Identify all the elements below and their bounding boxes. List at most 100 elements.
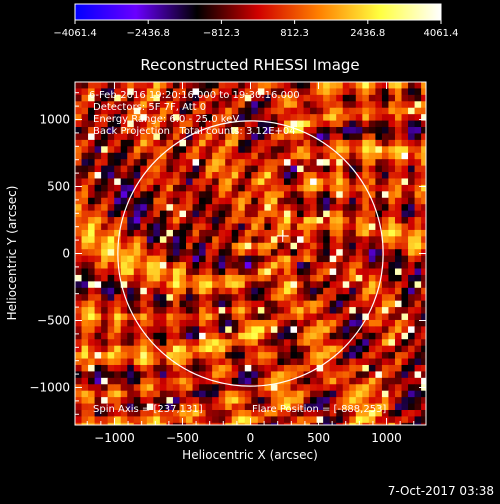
heatmap-cell: [283, 152, 291, 160]
heatmap-cell: [323, 422, 331, 425]
heatmap-cell: [310, 397, 318, 404]
heatmap-cell: [323, 152, 331, 160]
heatmap-cell: [297, 377, 304, 385]
heatmap-cell: [159, 268, 167, 276]
heatmap-cell: [283, 416, 291, 424]
heatmap-cell: [107, 217, 115, 224]
heatmap-cell: [81, 345, 89, 353]
heatmap-cell: [264, 107, 272, 115]
heatmap-cell: [264, 262, 272, 269]
heatmap-cell: [179, 159, 187, 167]
spin-axis-label: Spin Axis = [237,131]: [93, 404, 203, 415]
heatmap-cell: [368, 403, 376, 411]
heatmap-cell: [270, 300, 278, 308]
heatmap-cell: [107, 294, 115, 302]
heatmap-cell: [277, 229, 285, 237]
heatmap-cell: [375, 403, 383, 411]
heatmap-cell: [153, 120, 161, 128]
heatmap-cell: [231, 159, 239, 167]
heatmap-cell: [101, 339, 109, 347]
heatmap-cell: [120, 371, 128, 379]
heatmap-cell: [225, 319, 233, 327]
heatmap-cell: [414, 416, 422, 424]
heatmap-cell: [336, 364, 344, 372]
heatmap-cell: [166, 249, 174, 257]
heatmap-cell: [101, 159, 109, 167]
heatmap-cell: [225, 178, 233, 186]
heatmap-cell: [205, 249, 213, 257]
heatmap-cell: [349, 255, 357, 263]
heatmap-cell: [81, 319, 89, 327]
heatmap-cell: [218, 294, 226, 302]
heatmap-cell: [94, 281, 102, 289]
heatmap-cell: [303, 152, 311, 160]
heatmap-cell: [381, 281, 389, 289]
heatmap-cell: [192, 172, 200, 179]
heatmap-cell: [297, 178, 304, 186]
heatmap-cell: [270, 217, 278, 224]
heatmap-cell: [199, 133, 207, 141]
heatmap-cell: [140, 178, 148, 186]
heatmap-cell: [297, 172, 304, 179]
heatmap-cell: [303, 133, 311, 141]
heatmap-cell: [186, 416, 193, 424]
heatmap-cell: [231, 281, 239, 289]
heatmap-cell: [186, 120, 193, 128]
heatmap-cell: [159, 133, 167, 141]
heatmap-cell: [212, 255, 220, 263]
heatmap-cell: [172, 178, 180, 186]
heatmap-cell: [251, 403, 259, 411]
heatmap-cell: [179, 178, 187, 186]
heatmap-cell: [368, 217, 376, 224]
heatmap-cell: [225, 120, 233, 128]
heatmap-cell: [114, 294, 122, 302]
heatmap-cell: [94, 262, 102, 269]
heatmap-cell: [355, 358, 363, 366]
heatmap-cell: [381, 403, 389, 411]
heatmap-cell: [101, 242, 109, 250]
heatmap-cell: [316, 319, 324, 327]
heatmap-cell: [323, 371, 331, 379]
heatmap-cell: [290, 88, 298, 96]
heatmap-cell: [349, 300, 357, 308]
heatmap-cell: [172, 249, 180, 257]
heatmap-cell: [342, 274, 350, 282]
heatmap-cell: [421, 416, 426, 424]
heatmap-cell: [101, 139, 109, 147]
heatmap-cell: [218, 339, 226, 347]
heatmap-cell: [94, 326, 102, 334]
heatmap-cell: [264, 165, 272, 173]
heatmap-cell: [414, 403, 422, 411]
heatmap-cell: [290, 197, 298, 205]
heatmap-cell: [303, 236, 311, 244]
heatmap-cell: [381, 249, 389, 257]
heatmap-cell: [388, 217, 396, 224]
heatmap-cell: [336, 255, 344, 263]
heatmap-cell: [133, 204, 141, 212]
heatmap-cell: [408, 249, 415, 257]
heatmap-cell: [421, 294, 426, 302]
heatmap-cell: [336, 223, 344, 231]
heatmap-cell: [329, 165, 337, 173]
heatmap-cell: [264, 210, 272, 218]
heatmap-cell: [408, 139, 415, 147]
heatmap-cell: [81, 210, 89, 218]
heatmap-cell: [408, 313, 415, 321]
heatmap-cell: [120, 274, 128, 282]
heatmap-cell: [277, 88, 285, 96]
heatmap-cell: [408, 358, 415, 366]
heatmap-cell: [192, 377, 200, 385]
heatmap-cell: [225, 236, 233, 244]
heatmap-cell: [94, 191, 102, 199]
heatmap-cell: [81, 159, 89, 167]
heatmap-cell: [408, 409, 415, 417]
heatmap-cell: [283, 139, 291, 147]
heatmap-cell: [133, 313, 141, 321]
heatmap-cell: [264, 94, 272, 102]
heatmap-cell: [310, 204, 318, 212]
heatmap-cell: [81, 223, 89, 231]
heatmap-cell: [329, 307, 337, 314]
heatmap-cell: [231, 127, 239, 134]
heatmap-cell: [94, 384, 102, 392]
heatmap-cell: [290, 294, 298, 302]
